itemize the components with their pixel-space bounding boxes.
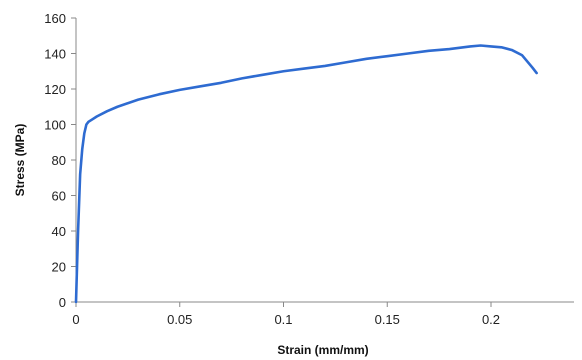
- y-tick-label: 60: [52, 189, 66, 204]
- x-tick-label: 0.2: [482, 312, 500, 327]
- x-tick-label: 0.15: [375, 312, 400, 327]
- x-tick-label: 0.05: [167, 312, 192, 327]
- x-axis-title: Strain (mm/mm): [277, 343, 368, 357]
- y-tick-label: 40: [52, 224, 66, 239]
- x-tick-label: 0.1: [274, 312, 292, 327]
- x-tick-label: 0: [72, 312, 79, 327]
- y-tick-label: 140: [44, 47, 66, 62]
- axes: [75, 18, 574, 303]
- y-axis-title: Stress (MPa): [13, 124, 27, 197]
- x-axis-ticks: 0 0.05 0.1 0.15 0.2: [72, 302, 500, 327]
- y-tick-label: 0: [59, 295, 66, 310]
- y-axis-ticks: 0 20 40 60 80 100 120 140 160: [44, 11, 76, 310]
- y-tick-label: 100: [44, 118, 66, 133]
- stress-strain-curve: [74, 44, 538, 304]
- y-tick-label: 20: [52, 260, 66, 275]
- y-tick-label: 160: [44, 11, 66, 26]
- y-tick-label: 80: [52, 153, 66, 168]
- y-tick-label: 120: [44, 82, 66, 97]
